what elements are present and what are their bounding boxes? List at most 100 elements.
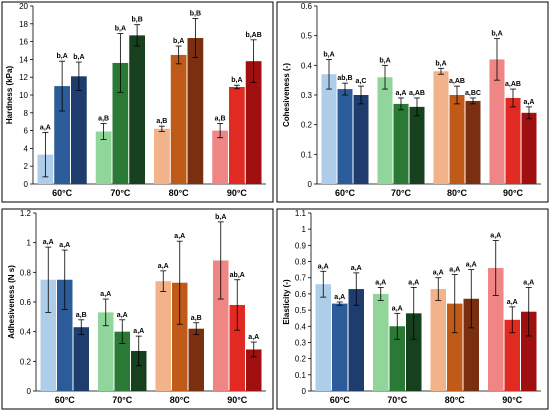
bar [449,95,465,184]
category-label: 60°C [52,188,73,198]
y-tick-label: 4 [24,144,29,153]
category-label: 90°C [227,395,248,405]
y-axis-label: Cohesiveness (-) [282,63,291,127]
category-label: 80°C [170,395,191,405]
significance-label: a,A [248,334,259,341]
bar [40,279,56,391]
significance-label: ab,B [337,75,352,82]
y-axis-label: Adhesiveness (N s) [7,265,16,339]
significance-label: a,A [158,263,169,270]
significance-label: a,A [351,265,362,272]
significance-label: a,A [40,124,51,131]
significance-label: b,B [190,10,201,17]
significance-label: a,A [396,90,407,97]
bar [155,281,171,391]
y-tick-label: 0.8 [295,258,307,267]
bar [229,86,245,184]
y-tick-label: 1.2 [20,209,32,218]
bar [348,289,364,391]
significance-label: a,AB [409,90,425,97]
bar [406,313,422,391]
bar [71,76,87,184]
y-tick-label: 0 [302,387,307,396]
bar [521,311,537,391]
bar [213,260,229,391]
bar [95,131,112,184]
y-tick-label: 1.1 [295,209,307,218]
bar [212,130,228,184]
category-label: 80°C [447,188,468,198]
category-label: 80°C [445,395,466,405]
significance-label: a,B [98,115,109,122]
y-tick-label: 0.3 [295,338,307,347]
significance-label: b,A [435,60,446,67]
category-label: 70°C [391,188,412,198]
bar [373,293,389,391]
adhesiveness-chart-panel: 0 0.2 0.4 0.6 0.8 1 1.2 Adhesiveness (N s) a,A a,… [0,207,275,414]
bar [54,86,70,184]
bar [521,112,537,184]
significance-label: a,A [59,242,70,249]
hardness-chart: 0 2 4 6 8 10 12 14 16 18 20 Hardness (kPa) a,A b,A b,A… [1,1,274,203]
significance-label: b,A [215,214,226,221]
bar [409,106,425,184]
bar [389,326,405,391]
significance-label: b,A [231,77,242,84]
y-tick-label: 0.4 [20,328,32,337]
y-tick-label: 0.8 [20,268,32,277]
y-tick-label: 0.6 [20,298,32,307]
bar [188,328,204,391]
bar [321,74,337,184]
category-label: 70°C [387,395,408,405]
y-axis-label: Hardness (kPa) [5,66,14,125]
bar [315,284,331,391]
y-tick-label: 14 [19,55,28,64]
y-tick-label: 0 [24,180,29,189]
significance-label: a,A [507,299,518,306]
category-label: 70°C [112,395,133,405]
bar [73,327,89,391]
y-tick-label: 0.2 [295,355,307,364]
significance-label: b,B [131,17,142,24]
adhesiveness-chart: 0 0.2 0.4 0.6 0.8 1 1.2 Adhesiveness (N s) a,A a,… [1,208,274,410]
y-tick-label: 0.2 [301,121,313,130]
significance-label: a,A [100,291,111,298]
significance-label: a,A [524,99,535,106]
significance-label: a,A [449,266,460,273]
significance-label: b,A [379,57,390,64]
y-tick-label: 12 [19,73,28,82]
bar [172,282,188,391]
y-tick-label: 16 [19,38,28,47]
significance-label: a,A [433,270,444,277]
cohesiveness-chart: 0 0.1 0.2 0.3 0.4 0.5 0.6 Cohesiveness (-) b,A ab… [276,1,549,203]
bar [489,59,505,184]
y-tick-label: 0.1 [295,371,307,380]
bar [488,268,504,391]
y-tick-label: 0 [308,180,313,189]
category-label: 60°C [335,188,356,198]
significance-label: b,A [73,54,84,61]
significance-label: a,B [191,315,202,322]
y-tick-label: 0.4 [295,322,307,331]
elasticity-chart-panel: 0 0.1 0.2 0.3 0.4 0.5 0.6 0.7 0.8 0.9 1 1.1 Elastici… [275,207,550,414]
bar [377,77,393,184]
category-label: 90°C [227,188,248,198]
y-tick-label: 0.3 [301,91,313,100]
significance-label: a,A [466,262,477,269]
significance-label: a,BC [465,90,481,97]
significance-label: a,A [174,233,185,240]
bar [504,319,520,391]
y-tick-label: 0.6 [295,290,307,299]
significance-label: a,A [392,305,403,312]
cohesiveness-chart-panel: 0 0.1 0.2 0.3 0.4 0.5 0.6 Cohesiveness (-) b,A ab… [275,0,550,207]
y-tick-label: 0.5 [301,32,313,41]
category-label: 80°C [169,188,190,198]
y-tick-label: 6 [24,127,29,136]
significance-label: a,A [133,328,144,335]
significance-label: a,A [408,279,419,286]
y-tick-label: 0.5 [295,306,307,315]
y-tick-label: 0.4 [301,61,313,70]
significance-label: b,A [115,26,126,33]
bar [154,128,170,184]
